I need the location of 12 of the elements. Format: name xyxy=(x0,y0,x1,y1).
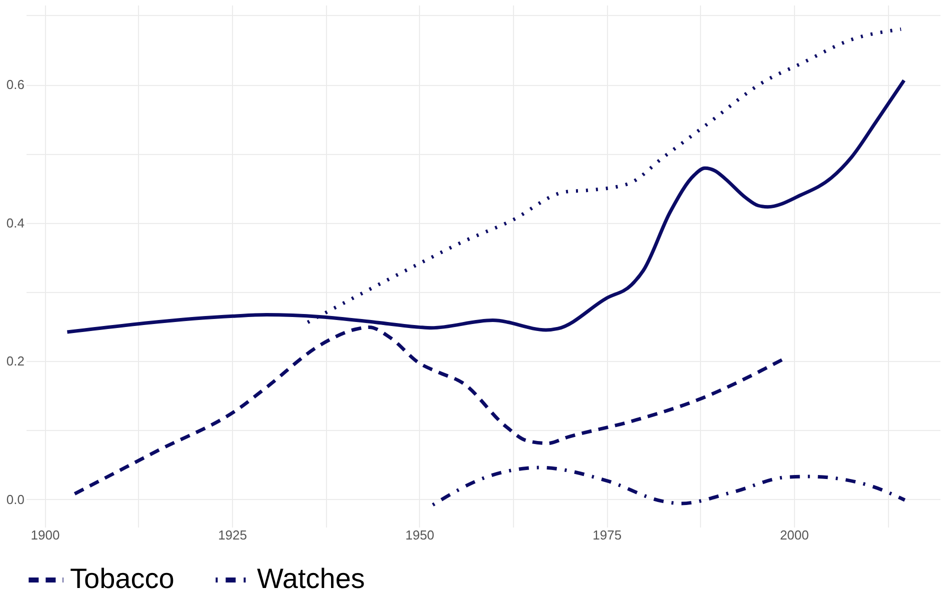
y-tick-label: 0.2 xyxy=(6,354,24,369)
x-tick-label: 1900 xyxy=(30,528,60,542)
y-tick-label: 0.6 xyxy=(6,77,24,92)
line-series xyxy=(431,466,907,507)
y-tick-label: 0.4 xyxy=(6,215,24,230)
x-tick-label: 1925 xyxy=(218,528,247,542)
legend-label: Watches xyxy=(257,563,365,594)
x-tick-label: 2000 xyxy=(780,528,809,542)
y-tick-label: 0.0 xyxy=(6,492,24,507)
legend-label: Tobacco xyxy=(70,563,174,594)
x-tick-label: 1975 xyxy=(592,528,622,542)
x-tick-label: 1950 xyxy=(405,528,434,542)
